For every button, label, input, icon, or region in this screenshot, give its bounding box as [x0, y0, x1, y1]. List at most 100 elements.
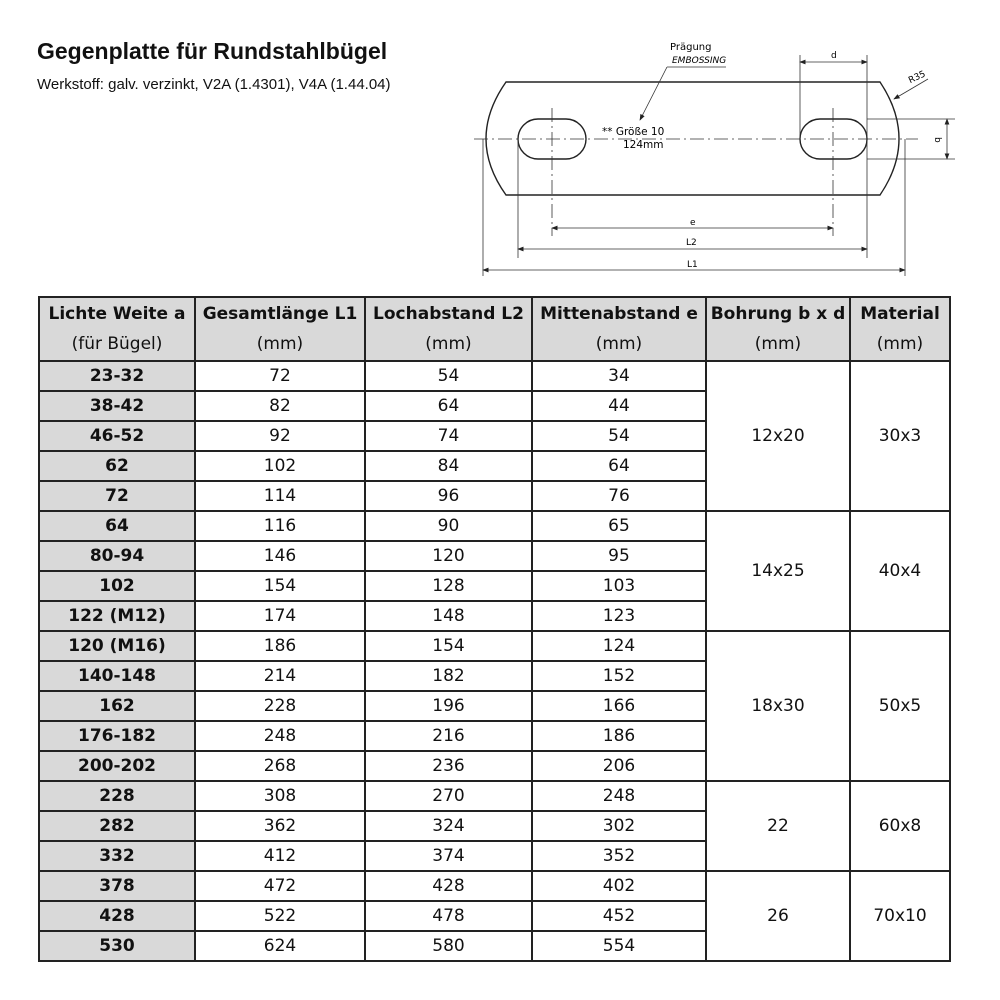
cell-bohrung: 12x20	[705, 360, 851, 512]
cell-lichte-weite: 46-52	[38, 420, 196, 452]
cell-lochabstand: 90	[364, 510, 533, 542]
cell-lochabstand: 96	[364, 480, 533, 512]
cell-mittenabstand: 248	[531, 780, 707, 812]
dim-l1: L1	[687, 260, 698, 270]
cell-lichte-weite: 332	[38, 840, 196, 872]
slot-right	[799, 118, 868, 160]
cell-lichte-weite: 62	[38, 450, 196, 482]
cell-gesamtlaenge: 72	[194, 360, 366, 392]
cell-lichte-weite: 176-182	[38, 720, 196, 752]
cell-gesamtlaenge: 186	[194, 630, 366, 662]
page-title: Gegenplatte für Rundstahlbügel	[37, 38, 388, 64]
cell-lichte-weite: 23-32	[38, 360, 196, 392]
cell-mittenabstand: 452	[531, 900, 707, 932]
cell-material: 60x8	[849, 780, 951, 872]
cell-gesamtlaenge: 412	[194, 840, 366, 872]
cell-mittenabstand: 302	[531, 810, 707, 842]
cell-mittenabstand: 44	[531, 390, 707, 422]
col-header-bohrung: Bohrung b x d (mm)	[705, 296, 851, 362]
table-row: 332 412 374 352	[38, 840, 950, 872]
table-row: 120 (M16) 186 154 124 18x30 50x5	[38, 630, 951, 782]
cell-mittenabstand: 152	[531, 660, 707, 692]
cell-lochabstand: 428	[364, 870, 533, 902]
cell-lichte-weite: 102	[38, 570, 196, 602]
cell-mittenabstand: 166	[531, 690, 707, 722]
cell-lichte-weite: 122 (M12)	[38, 600, 196, 632]
dim-d: d	[831, 51, 837, 61]
cell-lochabstand: 216	[364, 720, 533, 752]
cell-gesamtlaenge: 522	[194, 900, 366, 932]
cell-lichte-weite: 282	[38, 810, 196, 842]
table-row: 228 308 270 248 22 60x8	[38, 780, 951, 872]
page-subtitle: Werkstoff: galv. verzinkt, V2A (1.4301),…	[37, 76, 391, 93]
cell-gesamtlaenge: 114	[194, 480, 366, 512]
table-row: 162 228 196 166	[38, 690, 950, 722]
cell-lochabstand: 120	[364, 540, 533, 572]
dim-b: b	[932, 137, 942, 143]
table-row: 176-182 248 216 186	[38, 720, 950, 752]
cell-gesamtlaenge: 174	[194, 600, 366, 632]
cell-gesamtlaenge: 92	[194, 420, 366, 452]
cell-gesamtlaenge: 102	[194, 450, 366, 482]
table-row: 530 624 580 554	[38, 930, 950, 962]
cell-lochabstand: 478	[364, 900, 533, 932]
cell-lochabstand: 580	[364, 930, 533, 962]
cell-lichte-weite: 378	[38, 870, 196, 902]
table-row: 428 522 478 452	[38, 900, 950, 932]
table-row: 122 (M12) 174 148 123	[38, 600, 950, 632]
col-header-material: Material (mm)	[849, 296, 951, 362]
cell-mittenabstand: 34	[531, 360, 707, 392]
dim-r35: R35	[907, 69, 927, 86]
table-row: 64 116 90 65 14x25 40x4	[38, 510, 951, 632]
cell-mittenabstand: 54	[531, 420, 707, 452]
cell-bohrung: 26	[705, 870, 851, 962]
cell-lichte-weite: 38-42	[38, 390, 196, 422]
cell-mittenabstand: 124	[531, 630, 707, 662]
cell-lochabstand: 128	[364, 570, 533, 602]
col-header-lochabstand: Lochabstand L2 (mm)	[364, 296, 533, 362]
cell-lochabstand: 54	[364, 360, 533, 392]
table-row: 62 102 84 64	[38, 450, 950, 482]
cell-mittenabstand: 64	[531, 450, 707, 482]
cell-lichte-weite: 64	[38, 510, 196, 542]
col-header-gesamtlaenge: Gesamtlänge L1 (mm)	[194, 296, 366, 362]
plate-outline	[485, 81, 900, 196]
cell-bohrung: 18x30	[705, 630, 851, 782]
cell-gesamtlaenge: 214	[194, 660, 366, 692]
cell-gesamtlaenge: 362	[194, 810, 366, 842]
cell-lichte-weite: 228	[38, 780, 196, 812]
cell-mittenabstand: 76	[531, 480, 707, 512]
cell-lochabstand: 182	[364, 660, 533, 692]
table-row: 38-42 82 64 44	[38, 390, 950, 422]
dim-e: e	[690, 218, 696, 228]
cell-mittenabstand: 554	[531, 930, 707, 962]
stamp-line2: 124mm	[623, 139, 664, 151]
cell-material: 40x4	[849, 510, 951, 632]
cell-mittenabstand: 103	[531, 570, 707, 602]
cell-lochabstand: 374	[364, 840, 533, 872]
cell-gesamtlaenge: 472	[194, 870, 366, 902]
cell-lochabstand: 148	[364, 600, 533, 632]
embossing-label-en: EMBOSSING	[672, 56, 726, 66]
table-row: 23-32 72 54 34 12x20 30x3	[38, 360, 951, 512]
cell-mittenabstand: 123	[531, 600, 707, 632]
table-header-row: Lichte Weite a (für Bügel) Gesamtlänge L1…	[38, 296, 951, 362]
col-header-mittenabstand: Mittenabstand e (mm)	[531, 296, 707, 362]
cell-lichte-weite: 72	[38, 480, 196, 512]
cell-lochabstand: 154	[364, 630, 533, 662]
cell-gesamtlaenge: 308	[194, 780, 366, 812]
cell-lochabstand: 270	[364, 780, 533, 812]
cell-lichte-weite: 140-148	[38, 660, 196, 692]
cell-mittenabstand: 206	[531, 750, 707, 782]
cell-material: 50x5	[849, 630, 951, 782]
cell-gesamtlaenge: 116	[194, 510, 366, 542]
cell-gesamtlaenge: 248	[194, 720, 366, 752]
table-row: 80-94 146 120 95	[38, 540, 950, 572]
table-row: 46-52 92 74 54	[38, 420, 950, 452]
col-header-lichte-weite: Lichte Weite a (für Bügel)	[38, 296, 196, 362]
dimensions-table: Lichte Weite a (für Bügel) Gesamtlänge L1…	[38, 296, 951, 962]
embossing-label: Prägung	[670, 42, 711, 53]
table-row: 378 472 428 402 26 70x10	[38, 870, 951, 962]
cell-material: 70x10	[849, 870, 951, 962]
cell-mittenabstand: 352	[531, 840, 707, 872]
